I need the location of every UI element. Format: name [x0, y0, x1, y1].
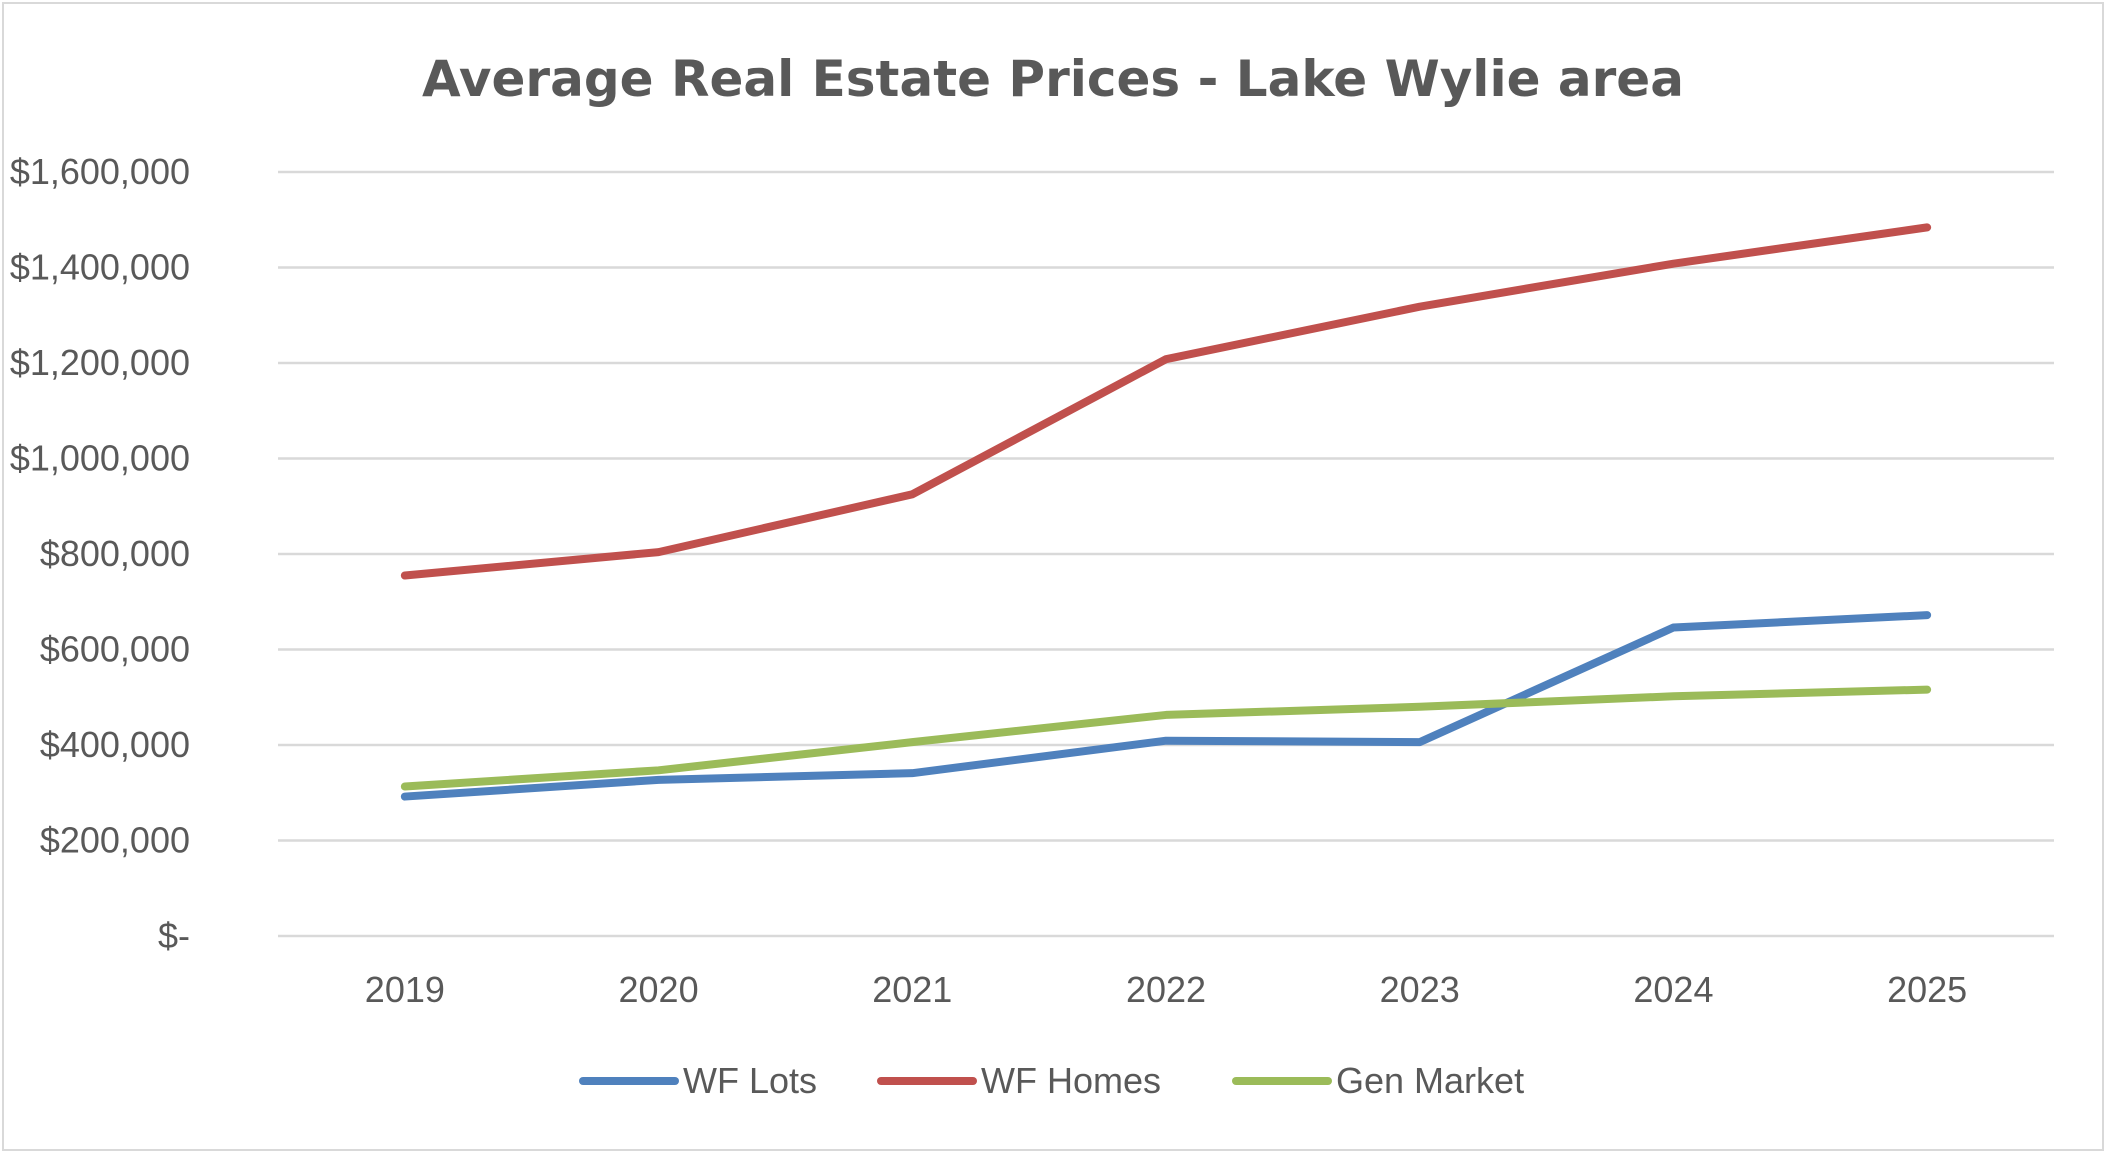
y-tick-label: $1,000,000 [10, 438, 190, 479]
x-tick-label: 2019 [365, 969, 445, 1010]
legend-label: WF Homes [981, 1060, 1161, 1101]
legend-item: Gen Market [1232, 1060, 1524, 1101]
y-tick-label: $800,000 [40, 533, 190, 574]
y-tick-label: $200,000 [40, 820, 190, 861]
x-tick-label: 2021 [872, 969, 952, 1010]
y-tick-label: $1,600,000 [10, 151, 190, 192]
x-tick-label: 2023 [1380, 969, 1460, 1010]
legend-item: WF Homes [877, 1060, 1161, 1101]
series-gen-market [400, 685, 1932, 791]
series-wf-lots [400, 611, 1932, 801]
legend-label: WF Lots [683, 1060, 817, 1101]
x-tick-label: 2024 [1633, 969, 1713, 1010]
series-line [400, 223, 1932, 580]
legend-label: Gen Market [1336, 1060, 1524, 1101]
y-tick-label: $- [158, 915, 190, 956]
x-tick-label: 2022 [1126, 969, 1206, 1010]
chart-title: Average Real Estate Prices - Lake Wylie … [422, 50, 1684, 108]
x-tick-label: 2020 [619, 969, 699, 1010]
x-tick-label: 2025 [1887, 969, 1967, 1010]
series-wf-homes [400, 223, 1932, 580]
legend-item: WF Lots [579, 1060, 817, 1101]
y-tick-label: $1,400,000 [10, 247, 190, 288]
y-tick-label: $600,000 [40, 629, 190, 670]
y-tick-label: $1,200,000 [10, 342, 190, 383]
y-tick-label: $400,000 [40, 724, 190, 765]
